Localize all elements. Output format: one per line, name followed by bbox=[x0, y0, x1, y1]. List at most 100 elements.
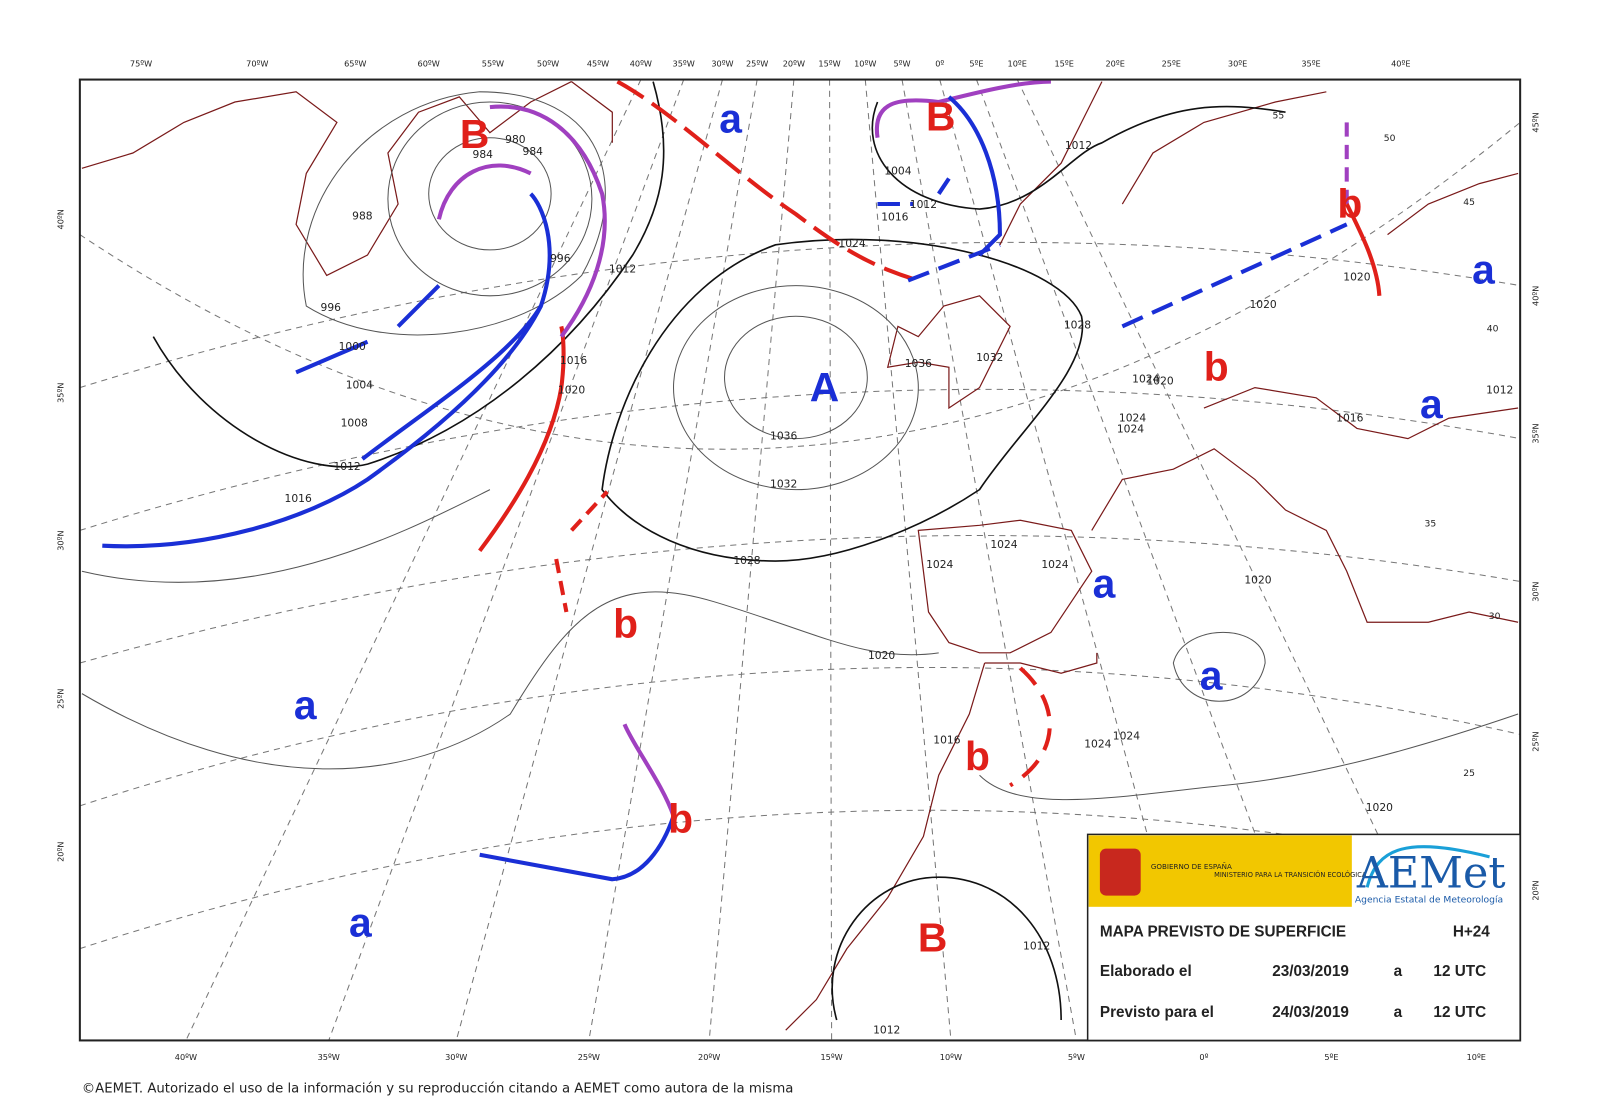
legend-cell: Previsto para el bbox=[1100, 1004, 1214, 1021]
pressure-center: B bbox=[460, 111, 489, 157]
isobar-label: 1020 bbox=[1249, 298, 1276, 311]
grid-number: 50 bbox=[1384, 133, 1396, 144]
pressure-center: a bbox=[294, 682, 317, 728]
top-longitude: 25ºW bbox=[746, 58, 768, 68]
parallel bbox=[79, 241, 1521, 389]
isobar-label: 1020 bbox=[1343, 271, 1370, 284]
isobar-label: 1028 bbox=[733, 554, 760, 567]
top-longitude: 10ºW bbox=[854, 58, 876, 68]
isobar-label: 1020 bbox=[1366, 801, 1393, 814]
isobar-label: 1024 bbox=[1113, 730, 1140, 743]
isobar-label: 1036 bbox=[905, 357, 932, 370]
coat-of-arms bbox=[1099, 848, 1141, 896]
isobar-label: 1004 bbox=[346, 379, 373, 392]
isobar-label: 1016 bbox=[933, 734, 960, 747]
top-longitude: 10ºE bbox=[1008, 58, 1027, 68]
bottom-longitude: 15ºW bbox=[820, 1052, 842, 1062]
bottom-longitude: 30ºW bbox=[445, 1052, 467, 1062]
map-frame bbox=[78, 78, 1522, 1042]
isobar-label: 1012 bbox=[1023, 940, 1050, 953]
bottom-longitude: 5ºE bbox=[1324, 1052, 1338, 1062]
legend-cell: 23/03/2019 bbox=[1272, 963, 1349, 980]
top-longitude: 75ºW bbox=[130, 58, 152, 68]
top-longitude: 40ºE bbox=[1391, 58, 1410, 68]
pressure-center: a bbox=[1093, 561, 1116, 607]
bottom-longitude: 0º bbox=[1199, 1052, 1208, 1062]
isobar-label: 1016 bbox=[285, 492, 312, 505]
pressure-center: b bbox=[613, 601, 638, 647]
isobar-label: 1024 bbox=[1041, 558, 1068, 571]
copyright: ©AEMET. Autorizado el uso de la informac… bbox=[82, 1080, 793, 1096]
isobar-label: 1028 bbox=[1064, 318, 1091, 331]
isobar-label: 984 bbox=[523, 145, 544, 158]
pressure-center: a bbox=[719, 96, 742, 142]
pressure-center: a bbox=[349, 899, 372, 945]
isobar-label: 1016 bbox=[1336, 411, 1363, 424]
pressure-center: B bbox=[926, 94, 955, 140]
top-longitude: 60ºW bbox=[418, 58, 440, 68]
isobar-label: 1008 bbox=[341, 416, 368, 429]
meridian bbox=[708, 79, 795, 1041]
right-latitude: 35ºN bbox=[1531, 423, 1541, 443]
top-longitude: 65ºW bbox=[344, 58, 366, 68]
isobar-label: 1020 bbox=[558, 384, 585, 397]
bottom-longitude: 5ºW bbox=[1068, 1052, 1085, 1062]
left-latitude: 35ºN bbox=[56, 383, 66, 403]
map-title: MAPA PREVISTO DE SUPERFICIE bbox=[1100, 923, 1346, 940]
isobar-label: 1020 bbox=[868, 649, 895, 662]
isobar-label: 1012 bbox=[1065, 139, 1092, 152]
left-latitude: 20ºN bbox=[56, 842, 66, 862]
isobar-label: 1012 bbox=[609, 262, 636, 275]
isobar-label: 996 bbox=[550, 252, 571, 265]
labels: 75ºW 70ºW 65ºW 60ºW 55ºW 50ºW 45ºW 40ºW 35ºW 30ºW… bbox=[56, 58, 1541, 1062]
isobar-label: 1012 bbox=[873, 1023, 900, 1036]
grid-number: 30 bbox=[1489, 611, 1501, 622]
isobar-label: 1024 bbox=[990, 538, 1017, 551]
isobar-label: 1024 bbox=[926, 558, 953, 571]
grid-number: 55 bbox=[1273, 110, 1285, 121]
top-longitude: 35ºW bbox=[673, 58, 695, 68]
bottom-longitude: 20ºW bbox=[698, 1052, 720, 1062]
meridian bbox=[901, 79, 1077, 1041]
isobar-label: 1024 bbox=[1119, 411, 1146, 424]
top-longitude: 30ºW bbox=[711, 58, 733, 68]
right-latitude: 25ºN bbox=[1531, 731, 1541, 751]
pressure-center: a bbox=[1472, 247, 1495, 293]
isobar-label: 1004 bbox=[884, 164, 911, 177]
top-longitude: 40ºW bbox=[630, 58, 652, 68]
isobar-label: 1012 bbox=[333, 460, 360, 473]
pressure-center: A bbox=[810, 364, 839, 410]
top-longitude: 20ºW bbox=[783, 58, 805, 68]
top-longitude: 30ºE bbox=[1228, 58, 1247, 68]
isobar-label: 1024 bbox=[838, 237, 865, 250]
top-longitude: 15ºW bbox=[818, 58, 840, 68]
right-latitude: 20ºN bbox=[1531, 880, 1541, 900]
legend-cell: a bbox=[1394, 1004, 1403, 1021]
legend-cell: 24/03/2019 bbox=[1272, 1004, 1349, 1021]
parallel bbox=[79, 666, 1521, 807]
isobar-label: 1012 bbox=[1486, 384, 1513, 397]
meridian bbox=[328, 79, 685, 1041]
bottom-longitude: 35ºW bbox=[318, 1052, 340, 1062]
isobars bbox=[81, 81, 1519, 1021]
pressure-center: B bbox=[918, 915, 947, 961]
isobar-label: 996 bbox=[321, 301, 342, 314]
isobar-label: 1016 bbox=[560, 354, 587, 367]
isobar-label: 1032 bbox=[770, 478, 797, 491]
isobar-label: 1020 bbox=[1244, 573, 1271, 586]
ministry-name: MINISTERIO PARA LA TRANSICIÓN ECOLÓGICA bbox=[1214, 870, 1367, 879]
top-longitude: 5ºW bbox=[893, 58, 910, 68]
isobar-label: 984 bbox=[473, 148, 494, 161]
bottom-longitude: 10ºW bbox=[940, 1052, 962, 1062]
top-longitude: 5ºE bbox=[969, 58, 983, 68]
grid-number: 45 bbox=[1463, 197, 1475, 208]
pressure-center: a bbox=[1200, 653, 1223, 699]
pressure-center: b bbox=[1204, 343, 1229, 389]
isobar-label: 988 bbox=[352, 209, 373, 222]
fronts bbox=[102, 79, 1382, 882]
isobar-label: 1024 bbox=[1084, 738, 1111, 751]
isobar-label: 1020 bbox=[1146, 375, 1173, 388]
parallel bbox=[79, 388, 1521, 531]
isobar-label: 1036 bbox=[770, 430, 797, 443]
